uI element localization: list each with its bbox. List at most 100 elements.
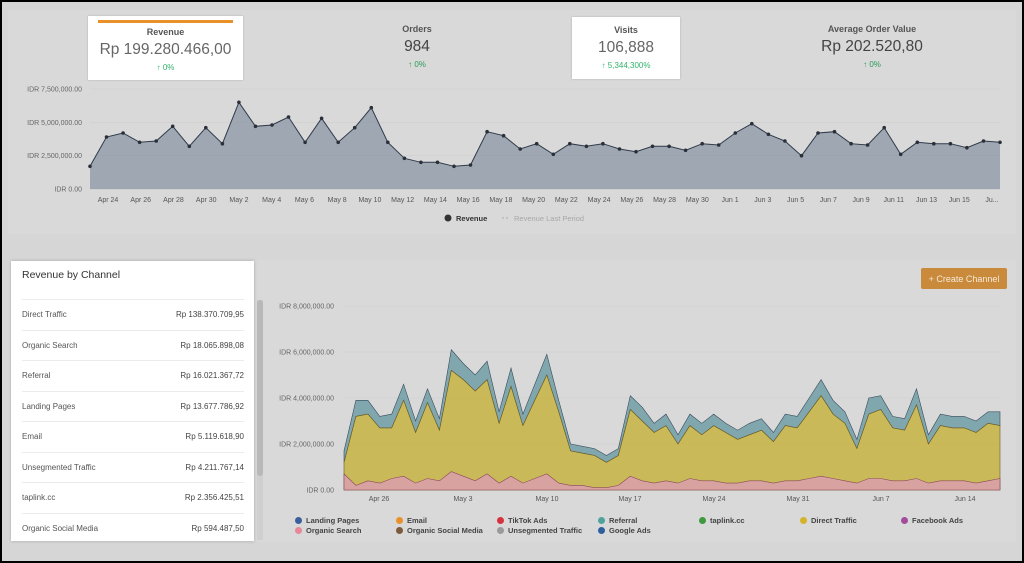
legend-label: Unsegmented Traffic	[508, 526, 583, 535]
channel-amount: Rp 13.677.786,92	[180, 401, 244, 411]
legend-label: Landing Pages	[306, 516, 360, 525]
legend-item[interactable]: Organic Social Media	[396, 526, 483, 535]
revenue-point[interactable]	[319, 116, 324, 121]
channel-row[interactable]: Unsegmented Traffic Rp 4.211.767,14	[22, 451, 244, 483]
kpi-label: Average Order Value	[827, 24, 917, 34]
x-tick-label: May 22	[555, 197, 578, 204]
revenue-point[interactable]	[832, 129, 837, 134]
revenue-point[interactable]	[948, 141, 953, 146]
channel-list-scrollbar-thumb[interactable]	[257, 300, 263, 476]
revenue-point[interactable]	[766, 132, 771, 137]
channel-amount: Rp 594.487,50	[191, 523, 245, 533]
kpi-average-order-value[interactable]: Average Order Value Rp 202.520,80 ↑ 0%	[802, 24, 942, 74]
channel-amount: Rp 4.211.767,14	[185, 462, 244, 472]
channel-row[interactable]: Direct Traffic Rp 138.370.709,95	[22, 299, 244, 330]
revenue-point[interactable]	[750, 121, 754, 126]
revenue-point[interactable]	[88, 164, 92, 169]
revenue-point[interactable]	[352, 125, 357, 130]
revenue-point[interactable]	[336, 140, 341, 145]
revenue-legend[interactable]: Revenue Revenue Last Period	[444, 214, 585, 223]
revenue-point[interactable]	[270, 123, 274, 127]
kpi-change: ↑ 0%	[88, 63, 243, 72]
legend-item[interactable]: TikTok Ads	[497, 516, 547, 525]
revenue-point[interactable]	[700, 141, 704, 146]
revenue-point[interactable]	[468, 163, 473, 167]
kpi-revenue[interactable]: Revenue Rp 199.280.466,00 ↑ 0%	[88, 16, 243, 80]
revenue-point[interactable]	[303, 140, 307, 145]
channel-name: Direct Traffic	[22, 310, 67, 320]
revenue-point[interactable]	[419, 160, 423, 165]
revenue-point[interactable]	[568, 141, 572, 146]
revenue-point[interactable]	[849, 141, 853, 146]
channel-row[interactable]: Organic Social Media Rp 594.487,50	[22, 512, 245, 542]
kpi-visits[interactable]: Visits 106,888 ↑ 5,344,300%	[572, 17, 680, 79]
legend-dot	[497, 517, 504, 524]
revenue-point[interactable]	[998, 140, 1002, 145]
legend-dot	[800, 517, 807, 524]
revenue-point[interactable]	[683, 148, 688, 153]
revenue-point[interactable]	[617, 147, 622, 151]
revenue-point[interactable]	[932, 141, 936, 146]
x-tick-label: May 31	[787, 496, 810, 503]
revenue-point[interactable]	[435, 160, 440, 165]
legend-item[interactable]: Unsegmented Traffic	[497, 526, 582, 535]
channel-row[interactable]: Organic Search Rp 18.065.898,08	[22, 329, 244, 361]
revenue-point[interactable]	[882, 125, 886, 130]
revenue-point[interactable]	[915, 140, 920, 145]
channel-row[interactable]: taplink.cc Rp 2.356.425,51	[22, 482, 244, 513]
revenue-point[interactable]	[716, 143, 721, 147]
revenue-point[interactable]	[204, 125, 208, 130]
kpi-revenue-accent-bar	[98, 20, 233, 23]
channel-row[interactable]: Referral Rp 16.021.367,72	[22, 360, 244, 391]
revenue-point[interactable]	[501, 133, 506, 138]
revenue-point[interactable]	[601, 141, 605, 146]
x-tick-label: May 18	[489, 197, 512, 204]
revenue-point[interactable]	[253, 124, 258, 129]
revenue-point[interactable]	[650, 144, 655, 149]
revenue-point[interactable]	[865, 143, 870, 147]
revenue-point[interactable]	[369, 105, 374, 110]
revenue-point[interactable]	[386, 140, 390, 145]
legend-item[interactable]: Direct Traffic	[800, 516, 857, 525]
legend-item[interactable]: Landing Pages	[295, 516, 359, 525]
legend-item[interactable]: Referral	[598, 516, 637, 525]
revenue-point[interactable]	[667, 144, 671, 149]
revenue-point[interactable]	[783, 139, 787, 143]
create-channel-button[interactable]: + Create Channel	[921, 268, 1007, 289]
revenue-point[interactable]	[981, 139, 986, 143]
legend-item[interactable]: Google Ads	[598, 526, 651, 535]
channel-chart-x-axis: Apr 26 May 3 May 10 May 17 May 24 May 31 Jun 7…	[369, 496, 976, 503]
revenue-point[interactable]	[286, 115, 291, 119]
legend-item[interactable]: taplink.cc	[699, 516, 745, 525]
kpi-orders[interactable]: Orders 984 ↑ 0%	[357, 24, 477, 74]
revenue-point[interactable]	[452, 164, 456, 169]
revenue-point[interactable]	[170, 124, 175, 129]
legend-item[interactable]: Facebook Ads	[901, 516, 963, 525]
revenue-point[interactable]	[965, 145, 969, 150]
revenue-point[interactable]	[634, 149, 638, 154]
revenue-point[interactable]	[518, 147, 522, 151]
channel-name: Organic Search	[22, 340, 78, 350]
revenue-point[interactable]	[799, 153, 804, 158]
revenue-point[interactable]	[584, 144, 589, 149]
legend-item[interactable]: Organic Search	[295, 526, 361, 535]
revenue-point[interactable]	[154, 139, 158, 143]
x-tick-label: Jun 1	[722, 197, 739, 204]
revenue-point[interactable]	[816, 131, 820, 135]
channel-row[interactable]: Email Rp 5.119.618,90	[22, 421, 244, 452]
revenue-point[interactable]	[485, 129, 489, 134]
revenue-point[interactable]	[104, 135, 109, 139]
revenue-point[interactable]	[237, 100, 241, 105]
revenue-point[interactable]	[534, 141, 539, 146]
revenue-point[interactable]	[121, 131, 125, 135]
revenue-point[interactable]	[137, 140, 142, 145]
legend-item[interactable]: Email	[396, 516, 427, 525]
revenue-point[interactable]	[551, 152, 556, 157]
x-tick-label: Jun 3	[754, 197, 771, 204]
channel-row[interactable]: Landing Pages Rp 13.677.786,92	[22, 390, 244, 422]
revenue-point[interactable]	[898, 152, 903, 157]
revenue-point[interactable]	[220, 141, 225, 146]
revenue-point[interactable]	[733, 131, 738, 135]
revenue-point[interactable]	[402, 156, 407, 161]
revenue-point[interactable]	[187, 144, 192, 149]
